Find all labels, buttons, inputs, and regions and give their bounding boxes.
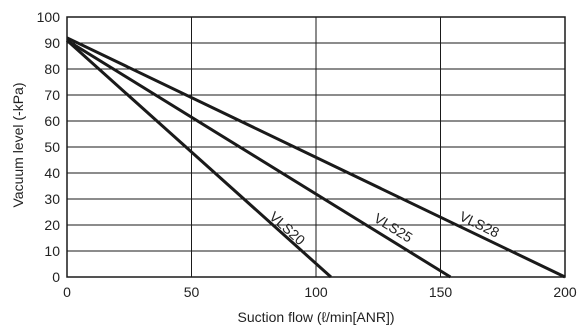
y-tick-label: 40 xyxy=(44,165,60,181)
series-line-vls25 xyxy=(66,39,452,279)
x-tick-label: 50 xyxy=(184,284,200,300)
x-tick-label: 150 xyxy=(429,284,453,300)
y-tick-label: 70 xyxy=(44,87,60,103)
tick-labels: 0 10 20 30 40 50 60 70 80 90 100 0 50 100 150 200 xyxy=(37,9,577,300)
y-tick-label: 50 xyxy=(44,139,60,155)
x-tick-label: 0 xyxy=(63,284,71,300)
y-tick-label: 60 xyxy=(44,113,60,129)
y-tick-label: 10 xyxy=(44,243,60,259)
x-axis-title: Suction flow (ℓ/min[ANR]) xyxy=(237,309,394,325)
series-label-vls20: VLS20 xyxy=(266,208,308,248)
series-line-vls20 xyxy=(65,39,332,279)
grid xyxy=(66,16,566,278)
y-tick-label: 80 xyxy=(44,61,60,77)
y-tick-label: 20 xyxy=(44,217,60,233)
x-tick-label: 200 xyxy=(553,284,577,300)
x-tick-label: 100 xyxy=(304,284,328,300)
y-tick-label: 0 xyxy=(52,269,60,285)
series-line-vls28 xyxy=(66,36,566,279)
y-axis-title: Vacuum level (-kPa) xyxy=(10,82,26,207)
y-tick-label: 90 xyxy=(44,35,60,51)
y-tick-label: 100 xyxy=(37,9,61,25)
y-tick-label: 30 xyxy=(44,191,60,207)
plot-frame xyxy=(66,16,566,278)
